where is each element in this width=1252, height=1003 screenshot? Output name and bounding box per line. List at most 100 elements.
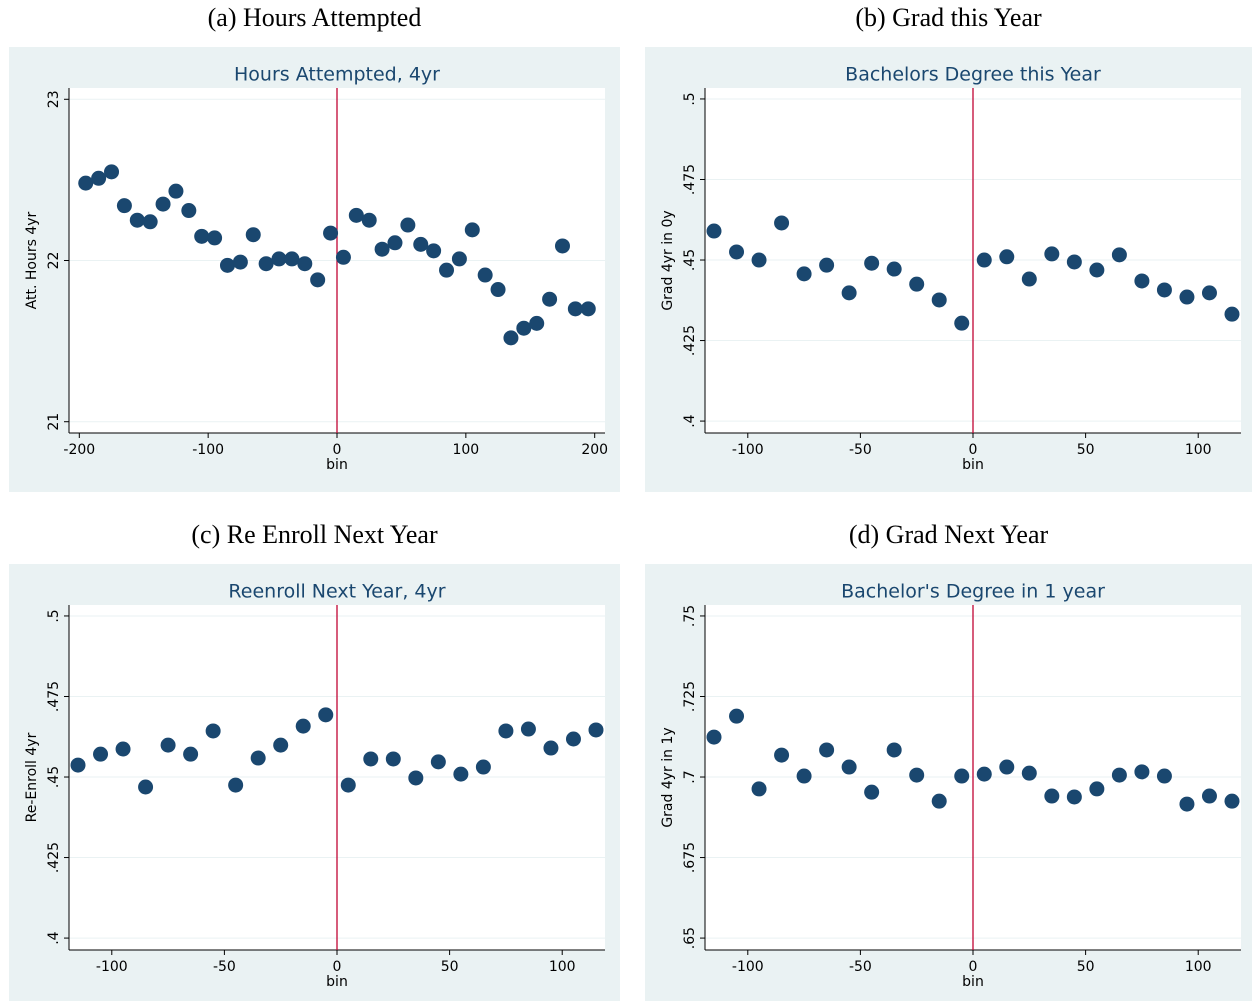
point <box>232 254 248 270</box>
point <box>250 750 266 766</box>
point <box>588 722 604 738</box>
point <box>408 770 424 786</box>
point <box>565 731 581 747</box>
point <box>116 198 132 214</box>
y-tick-label: .7 <box>682 770 698 783</box>
point <box>245 227 261 243</box>
x-axis-label: bin <box>962 974 984 990</box>
point <box>1021 765 1037 781</box>
y-axis-label: Att. Hours 4yr <box>24 211 40 309</box>
point <box>909 767 925 783</box>
point <box>385 751 401 767</box>
point <box>1044 788 1060 804</box>
point <box>931 793 947 809</box>
point <box>155 196 171 212</box>
point <box>271 251 287 267</box>
point <box>400 217 416 233</box>
y-tick-label: .725 <box>682 681 698 712</box>
y-tick-label: .475 <box>682 164 698 195</box>
point <box>142 214 158 230</box>
point <box>363 751 379 767</box>
point <box>774 215 790 231</box>
point <box>841 759 857 775</box>
y-tick-label: .5 <box>46 609 62 622</box>
point <box>954 315 970 331</box>
point <box>796 266 812 282</box>
point <box>228 777 244 793</box>
y-tick-label: .5 <box>682 92 698 105</box>
x-tick-label: -100 <box>192 442 224 458</box>
x-tick-label: -50 <box>849 959 872 975</box>
chart-title: Hours Attempted, 4yr <box>234 64 440 86</box>
point <box>323 225 339 241</box>
point <box>909 276 925 292</box>
point <box>554 238 570 254</box>
point <box>542 291 558 307</box>
point <box>1021 271 1037 287</box>
point <box>451 251 467 267</box>
point <box>1179 289 1195 305</box>
point <box>886 742 902 758</box>
x-tick-label: -50 <box>213 959 236 975</box>
y-tick-label: .675 <box>682 842 698 873</box>
point <box>1156 282 1172 298</box>
point <box>1134 764 1150 780</box>
point <box>864 784 880 800</box>
point <box>104 164 120 180</box>
point <box>115 741 131 757</box>
point <box>426 243 442 259</box>
x-tick-label: -200 <box>63 442 95 458</box>
x-tick-label: 100 <box>549 959 576 975</box>
y-axis-label: Grad 4yr in 0y <box>660 210 676 310</box>
point <box>498 723 514 739</box>
x-tick-label: 0 <box>969 442 978 458</box>
point <box>205 723 221 739</box>
point <box>931 292 947 308</box>
point <box>1224 793 1240 809</box>
point <box>1179 796 1195 812</box>
point <box>1044 246 1060 262</box>
point <box>387 235 403 251</box>
point <box>1134 273 1150 289</box>
x-tick-label: 0 <box>969 959 978 975</box>
point <box>1111 247 1127 263</box>
point <box>706 729 722 745</box>
point <box>580 301 596 317</box>
y-tick-label: .425 <box>46 842 62 873</box>
x-tick-label: 100 <box>1185 442 1212 458</box>
point <box>340 777 356 793</box>
point <box>1066 789 1082 805</box>
point <box>318 707 334 723</box>
x-tick-label: 100 <box>1185 959 1212 975</box>
x-tick-label: -50 <box>849 442 872 458</box>
point <box>348 207 364 223</box>
point <box>516 320 532 336</box>
y-tick-label: .425 <box>682 325 698 356</box>
point <box>91 170 107 186</box>
x-tick-label: 50 <box>1077 442 1095 458</box>
point <box>295 718 311 734</box>
x-tick-label: -100 <box>732 442 764 458</box>
point <box>430 754 446 770</box>
point <box>819 257 835 273</box>
point <box>1089 262 1105 278</box>
y-tick-label: 21 <box>46 413 62 431</box>
y-tick-label: .45 <box>46 766 62 788</box>
point <box>297 256 313 272</box>
point <box>751 252 767 268</box>
x-tick-label: 0 <box>333 442 342 458</box>
point <box>335 249 351 265</box>
point <box>1066 254 1082 270</box>
point <box>729 244 745 260</box>
point <box>864 255 880 271</box>
x-tick-label: 0 <box>333 959 342 975</box>
point <box>999 249 1015 265</box>
point <box>138 779 154 795</box>
caption: (b) Grad this Year <box>855 3 1042 32</box>
point <box>1156 768 1172 784</box>
point <box>1201 788 1217 804</box>
y-tick-label: .45 <box>682 249 698 271</box>
point <box>543 740 559 756</box>
point <box>453 766 469 782</box>
